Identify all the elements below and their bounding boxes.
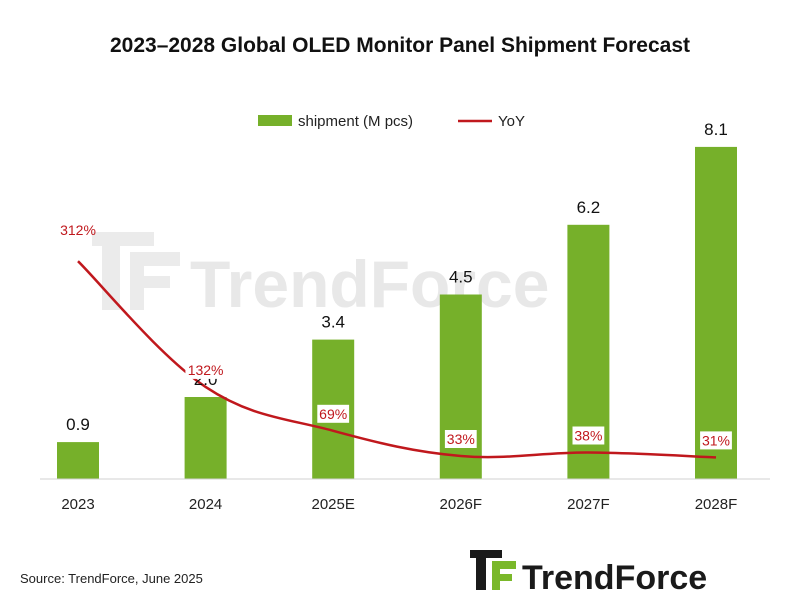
bar-value-label-2026F: 4.5 [449, 268, 473, 287]
bar-value-label-2023: 0.9 [66, 415, 90, 434]
bar-2026F [439, 294, 482, 479]
x-tick-label-2026F: 2026F [440, 496, 483, 513]
legend-label-yoy: YoY [498, 113, 525, 130]
watermark: TrendForce [92, 232, 549, 321]
bar-value-label-2027F: 6.2 [577, 198, 601, 217]
x-tick-label-2025E: 2025E [312, 496, 355, 513]
watermark-logo-icon [92, 232, 180, 310]
bar-value-label-2025E: 3.4 [321, 313, 345, 332]
trendforce-logo: TrendForce [470, 550, 707, 597]
yoy-value-label-2027F: 38% [574, 428, 602, 444]
x-tick-label-2028F: 2028F [695, 496, 738, 513]
yoy-value-labels: 312% 132% 69% 33% 38% 31% [60, 222, 732, 450]
yoy-label-bg-2028F [700, 431, 732, 450]
watermark-text: TrendForce [190, 247, 549, 321]
yoy-value-label-2026F: 33% [447, 431, 475, 447]
yoy-series [77, 260, 717, 459]
x-tick-label-2027F: 2027F [567, 496, 610, 513]
yoy-label-bg-2027F [572, 426, 605, 445]
yoy-value-label-2025E: 69% [319, 406, 347, 422]
bar-value-label-2028F: 8.1 [704, 120, 728, 139]
yoy-label-bg-2025E [317, 404, 350, 423]
bar-2024 [184, 397, 227, 479]
yoy-value-label-2028F: 31% [702, 432, 730, 448]
trendforce-logo-text: TrendForce [522, 559, 707, 597]
yoy-value-label-2024: 132% [188, 362, 224, 378]
legend-swatch-shipment [258, 115, 292, 126]
x-tick-label-2024: 2024 [189, 496, 222, 513]
legend-label-shipment: shipment (M pcs) [298, 113, 413, 130]
x-axis-tick-labels: 2023 2024 2025E 2026F 2027F 2028F [61, 496, 737, 513]
source-note: Source: TrendForce, June 2025 [20, 571, 203, 586]
yoy-line [77, 260, 717, 459]
bar-2028F [695, 146, 737, 479]
bar-2023 [57, 442, 99, 479]
legend: shipment (M pcs) YoY [258, 113, 525, 130]
x-tick-label-2023: 2023 [61, 496, 94, 513]
trendforce-logo-icon [470, 550, 516, 590]
yoy-value-label-2023: 312% [60, 222, 96, 238]
chart-title: 2023–2028 Global OLED Monitor Panel Ship… [110, 34, 690, 57]
yoy-label-bg-2024 [185, 360, 226, 379]
yoy-label-bg-2026F [444, 430, 477, 448]
